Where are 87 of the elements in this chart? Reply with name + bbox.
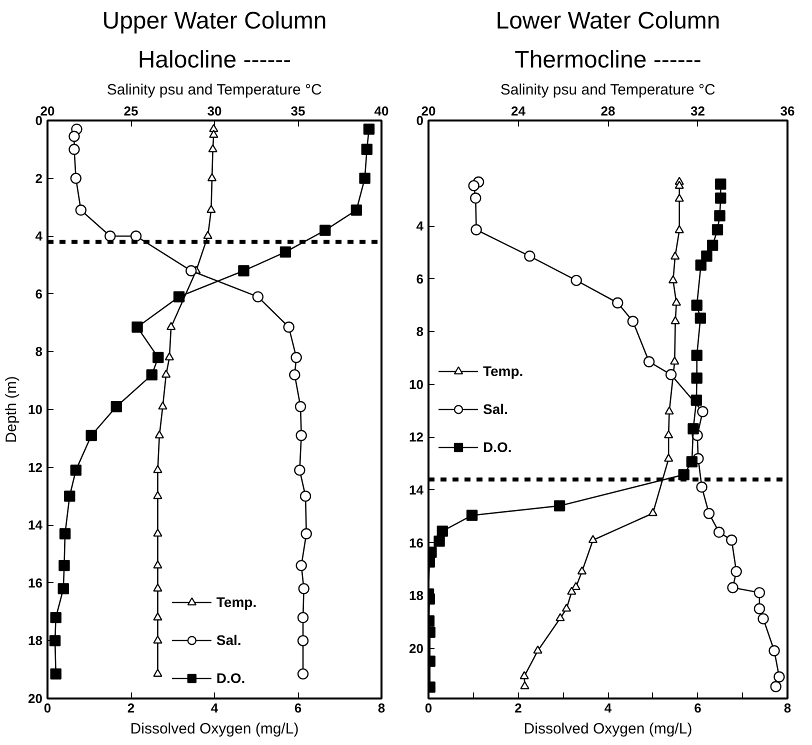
chart-title: Lower Water Column bbox=[496, 8, 720, 34]
point bbox=[691, 300, 702, 311]
legend-label: D.O. bbox=[483, 439, 512, 455]
x2-tick-label: 36 bbox=[780, 104, 795, 118]
x-tick-label: 2 bbox=[127, 700, 135, 716]
x2-tick-label: 35 bbox=[290, 104, 306, 118]
point bbox=[86, 430, 97, 442]
point bbox=[715, 192, 726, 204]
x2-tick-label: 25 bbox=[124, 104, 138, 118]
legend-label: Temp. bbox=[216, 594, 257, 610]
point bbox=[320, 224, 331, 236]
point bbox=[691, 372, 702, 384]
y-tick-label: 2 bbox=[35, 170, 43, 186]
x-tick-label: 4 bbox=[604, 700, 612, 716]
y-tick-label: 14 bbox=[28, 518, 44, 533]
y-tick-label: 4 bbox=[35, 228, 44, 244]
y-tick-label: 12 bbox=[409, 430, 424, 445]
x2-tick-label: 32 bbox=[690, 104, 705, 118]
y-tick-label: 20 bbox=[28, 691, 43, 706]
x-tick-label: 6 bbox=[694, 700, 702, 716]
point bbox=[49, 635, 61, 646]
point bbox=[361, 144, 372, 155]
point bbox=[50, 668, 62, 680]
y-tick-label: 16 bbox=[409, 535, 424, 550]
y-tick-label: 14 bbox=[409, 482, 424, 498]
y-tick-label: 10 bbox=[409, 376, 424, 392]
y-tick-label: 18 bbox=[28, 633, 43, 648]
y-tick-label: 18 bbox=[409, 588, 424, 604]
point bbox=[64, 490, 76, 502]
legend-label: Temp. bbox=[483, 363, 524, 379]
chart-subtitle: Thermocline ------ bbox=[514, 46, 702, 74]
x2-axis-title: Salinity psu and Temperature °C bbox=[500, 82, 716, 98]
point bbox=[132, 322, 143, 333]
x-tick-label: 8 bbox=[378, 700, 386, 716]
chart-title: Upper Water Column bbox=[102, 8, 327, 34]
point bbox=[350, 204, 362, 216]
y-tick-label: 16 bbox=[28, 575, 43, 590]
point bbox=[173, 291, 185, 302]
point bbox=[110, 401, 122, 412]
y-tick-label: 6 bbox=[416, 271, 424, 286]
point bbox=[58, 583, 69, 594]
chart-subtitle: Halocline ------ bbox=[138, 46, 292, 74]
x-tick-label: 8 bbox=[784, 700, 792, 716]
x-tick-label: 2 bbox=[514, 700, 522, 716]
point bbox=[359, 172, 370, 184]
x-axis-title: Dissolved Oxygen (mg/L) bbox=[130, 720, 299, 738]
point bbox=[146, 369, 158, 380]
legend-label: Sal. bbox=[216, 632, 242, 648]
point bbox=[58, 560, 70, 572]
x2-axis-title: Salinity psu and Temperature °C bbox=[106, 82, 322, 98]
x2-tick-label: 30 bbox=[207, 104, 222, 118]
point bbox=[678, 469, 690, 480]
y-tick-label: 8 bbox=[416, 324, 424, 340]
legend-label: D.O. bbox=[216, 670, 246, 686]
point bbox=[70, 464, 82, 476]
y-tick-label: 12 bbox=[28, 460, 43, 475]
y-tick-label: 8 bbox=[35, 344, 43, 360]
point bbox=[554, 500, 566, 512]
point bbox=[694, 312, 706, 324]
point bbox=[363, 124, 375, 135]
point bbox=[238, 265, 250, 276]
point bbox=[280, 246, 292, 258]
point bbox=[688, 423, 699, 434]
point bbox=[706, 240, 718, 251]
x-axis-title: Dissolved Oxygen (mg/L) bbox=[524, 720, 692, 738]
point bbox=[50, 612, 62, 624]
point bbox=[686, 456, 698, 468]
x2-tick-label: 28 bbox=[600, 104, 616, 118]
point bbox=[715, 178, 726, 190]
y-tick-label: 10 bbox=[28, 402, 43, 417]
x2-tick-label: 40 bbox=[374, 104, 389, 118]
y-tick-label: 6 bbox=[35, 286, 43, 302]
point bbox=[714, 210, 726, 222]
legend-label: Sal. bbox=[483, 401, 508, 417]
point bbox=[59, 528, 71, 540]
point bbox=[691, 350, 702, 361]
y-axis-title: Depth (m) bbox=[3, 376, 20, 443]
point bbox=[712, 224, 724, 236]
point bbox=[152, 352, 164, 364]
point bbox=[695, 260, 706, 271]
x-tick-label: 6 bbox=[294, 700, 302, 716]
x2-tick-label: 24 bbox=[511, 104, 526, 118]
x-tick-label: 4 bbox=[210, 700, 219, 716]
y-tick-label: 4 bbox=[416, 218, 424, 234]
point bbox=[690, 394, 702, 406]
point bbox=[701, 250, 712, 262]
y-tick-label: 20 bbox=[409, 640, 424, 656]
